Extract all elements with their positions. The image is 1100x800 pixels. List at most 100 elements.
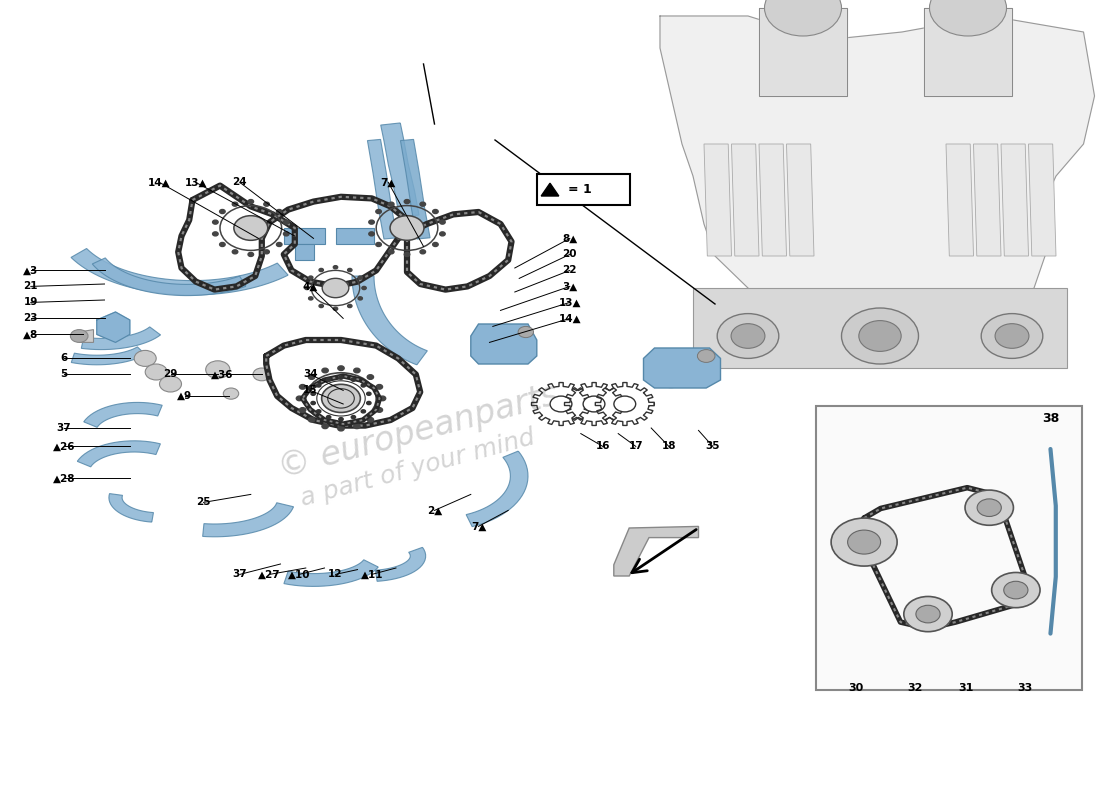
Polygon shape (284, 228, 324, 244)
Circle shape (248, 199, 254, 203)
Polygon shape (660, 16, 1094, 352)
Text: ▲8: ▲8 (23, 330, 38, 339)
Circle shape (319, 269, 323, 271)
Circle shape (299, 408, 306, 412)
Circle shape (368, 220, 374, 224)
Text: 20: 20 (562, 250, 578, 259)
Circle shape (404, 199, 410, 203)
PathPatch shape (367, 139, 397, 239)
Circle shape (717, 314, 779, 358)
Circle shape (264, 250, 270, 254)
Circle shape (366, 392, 371, 395)
Text: 6: 6 (60, 354, 67, 363)
Circle shape (362, 286, 366, 290)
Circle shape (253, 368, 271, 381)
Text: 16: 16 (595, 442, 610, 451)
Text: 33: 33 (1018, 683, 1033, 693)
Text: 24: 24 (232, 178, 248, 187)
Circle shape (697, 350, 715, 362)
Text: 35: 35 (705, 442, 720, 451)
Circle shape (367, 374, 374, 379)
Polygon shape (614, 526, 698, 576)
Circle shape (916, 606, 940, 623)
Circle shape (354, 368, 360, 373)
Text: 4▲: 4▲ (302, 282, 318, 291)
Circle shape (339, 418, 343, 421)
Circle shape (220, 242, 225, 246)
Text: 14▲: 14▲ (148, 178, 170, 187)
Text: 29: 29 (163, 370, 178, 379)
Circle shape (317, 384, 321, 387)
Circle shape (376, 385, 383, 389)
Circle shape (376, 242, 382, 246)
Circle shape (432, 210, 438, 214)
Circle shape (134, 350, 156, 366)
PathPatch shape (375, 547, 426, 582)
Circle shape (305, 286, 309, 290)
Text: 34: 34 (302, 370, 318, 379)
Text: ▲3: ▲3 (23, 266, 38, 275)
Polygon shape (97, 312, 130, 342)
Text: = 1: = 1 (568, 183, 592, 196)
PathPatch shape (466, 451, 528, 526)
Circle shape (361, 410, 365, 413)
Circle shape (284, 232, 289, 236)
Circle shape (351, 378, 355, 382)
Circle shape (848, 530, 881, 554)
Circle shape (328, 389, 354, 408)
Circle shape (223, 388, 239, 399)
Circle shape (160, 376, 182, 392)
PathPatch shape (109, 494, 153, 522)
PathPatch shape (202, 502, 294, 537)
Polygon shape (704, 144, 732, 256)
Circle shape (859, 321, 901, 351)
Circle shape (232, 250, 238, 254)
Text: 13▲: 13▲ (185, 178, 207, 187)
Polygon shape (924, 8, 1012, 96)
Circle shape (276, 210, 282, 214)
Circle shape (359, 276, 362, 279)
Circle shape (333, 266, 338, 269)
Circle shape (348, 305, 352, 307)
Circle shape (321, 384, 361, 413)
Text: 37: 37 (56, 423, 72, 433)
Circle shape (420, 250, 426, 254)
Polygon shape (732, 144, 759, 256)
Circle shape (379, 396, 386, 401)
Text: 3▲: 3▲ (562, 282, 578, 291)
Text: 22: 22 (562, 266, 578, 275)
Text: 7▲: 7▲ (381, 178, 396, 187)
Circle shape (308, 418, 315, 422)
Text: 13▲: 13▲ (559, 298, 581, 307)
PathPatch shape (72, 249, 288, 295)
Circle shape (550, 396, 572, 412)
Circle shape (518, 326, 534, 338)
PathPatch shape (381, 123, 419, 217)
Circle shape (354, 424, 360, 429)
Text: ▲28: ▲28 (53, 474, 75, 483)
Circle shape (420, 202, 426, 206)
Circle shape (322, 424, 328, 429)
Text: ▲26: ▲26 (53, 442, 75, 451)
Circle shape (299, 385, 306, 389)
Text: 8▲: 8▲ (562, 234, 578, 243)
Circle shape (404, 253, 410, 257)
Circle shape (981, 314, 1043, 358)
Circle shape (583, 396, 605, 412)
PathPatch shape (81, 327, 161, 350)
Polygon shape (336, 228, 374, 244)
Circle shape (930, 0, 1007, 36)
Text: 18: 18 (661, 442, 676, 451)
Polygon shape (541, 183, 559, 196)
Polygon shape (946, 144, 974, 256)
Text: ▲9: ▲9 (177, 391, 192, 401)
Text: 30: 30 (848, 683, 864, 693)
Circle shape (388, 202, 394, 206)
Circle shape (339, 376, 343, 379)
Circle shape (264, 202, 270, 206)
Text: 38: 38 (1042, 412, 1059, 425)
PathPatch shape (72, 347, 145, 365)
Circle shape (376, 408, 383, 412)
Polygon shape (644, 348, 721, 388)
Text: 32: 32 (908, 683, 923, 693)
